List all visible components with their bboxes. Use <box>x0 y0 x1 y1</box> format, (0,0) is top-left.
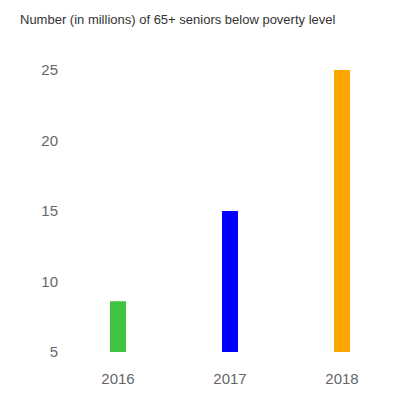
x-tick-label: 2016 <box>101 370 134 387</box>
y-tick-label: 10 <box>41 273 58 290</box>
y-tick-label: 25 <box>41 61 58 78</box>
chart-container: Number (in millions) of 65+ seniors belo… <box>0 0 398 398</box>
y-tick-label: 15 <box>41 202 58 219</box>
x-tick-label: 2018 <box>325 370 358 387</box>
y-tick-label: 5 <box>50 343 58 360</box>
bar <box>334 70 350 352</box>
chart-svg: Number (in millions) of 65+ seniors belo… <box>0 0 398 398</box>
y-axis: 5 10 15 20 25 <box>41 61 58 360</box>
bar <box>222 211 238 352</box>
x-tick-label: 2017 <box>213 370 246 387</box>
y-tick-label: 20 <box>41 132 58 149</box>
x-axis: 2016 2017 2018 <box>101 370 358 387</box>
bar <box>110 301 126 352</box>
bars <box>110 70 350 352</box>
chart-title: Number (in millions) of 65+ seniors belo… <box>20 12 335 27</box>
